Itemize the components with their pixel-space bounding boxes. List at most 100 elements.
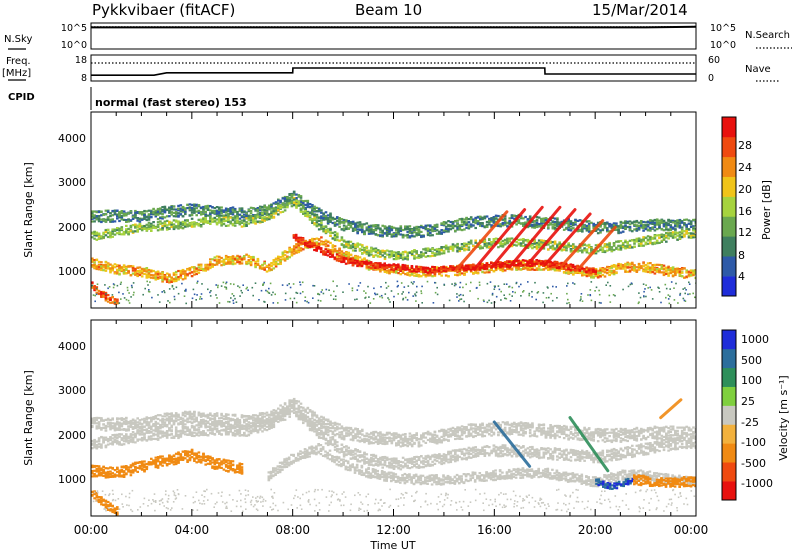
power-cell-1268 bbox=[533, 220, 536, 223]
power-cell-7 bbox=[93, 210, 96, 213]
power-cell-1957 bbox=[190, 223, 194, 226]
power-cell-2363 bbox=[379, 255, 382, 258]
power-cell-3175 bbox=[134, 267, 137, 270]
power-cell-1235 bbox=[519, 222, 523, 225]
power-cell-1577 bbox=[642, 229, 645, 232]
power-cell-1123 bbox=[481, 218, 484, 221]
power-cell-4555 bbox=[674, 271, 677, 274]
power-cell-1371 bbox=[567, 226, 570, 229]
power-cell-1568 bbox=[640, 226, 643, 229]
power-cell-3597 bbox=[299, 243, 303, 246]
power-cell-292 bbox=[193, 211, 196, 214]
power-cell-2881 bbox=[617, 244, 620, 247]
power-cell-954 bbox=[422, 235, 425, 238]
power-cell-1500 bbox=[615, 228, 618, 231]
power-cell-1173 bbox=[499, 223, 502, 226]
power-cell-2266 bbox=[333, 231, 337, 234]
power-cell-4398 bbox=[615, 264, 618, 268]
power-cell-4734 bbox=[360, 265, 364, 268]
power-cell-1370 bbox=[567, 228, 570, 232]
power-cell-2297 bbox=[349, 240, 353, 243]
power-cell-3691 bbox=[338, 247, 341, 250]
power-cell-1666 bbox=[671, 227, 675, 230]
power-cell-2875 bbox=[615, 246, 618, 249]
power-cell-1878 bbox=[156, 221, 160, 224]
power-cell-3983 bbox=[454, 269, 457, 273]
power-cell-3405 bbox=[224, 257, 228, 260]
power-cell-3276 bbox=[172, 273, 176, 276]
power-cell-1191 bbox=[503, 219, 507, 222]
power-cell-102 bbox=[125, 220, 128, 223]
power-cell-3582 bbox=[295, 251, 298, 254]
power-cell-974 bbox=[429, 229, 432, 232]
power-cell-3246 bbox=[161, 277, 164, 280]
power-cell-3524 bbox=[274, 263, 278, 266]
power-cell-3000 bbox=[669, 234, 673, 237]
power-cell-4727 bbox=[356, 260, 359, 263]
power-cell-3469 bbox=[249, 264, 253, 267]
power-cell-203 bbox=[161, 206, 164, 209]
power-cell-236 bbox=[174, 212, 178, 215]
power-cell-559 bbox=[283, 200, 287, 203]
power-cell-2092 bbox=[256, 216, 260, 219]
power-cell-1360 bbox=[562, 228, 566, 231]
power-cell-3234 bbox=[156, 276, 160, 279]
power-cell-2859 bbox=[608, 241, 611, 245]
power-cell-1612 bbox=[653, 223, 657, 226]
power-cell-4481 bbox=[649, 262, 652, 265]
power-cell-3182 bbox=[136, 266, 139, 269]
power-cell-2410 bbox=[401, 251, 405, 254]
power-cell-432 bbox=[240, 207, 244, 210]
power-cell-1946 bbox=[186, 223, 189, 226]
power-cell-4438 bbox=[631, 266, 634, 269]
power-cell-2999 bbox=[669, 232, 673, 235]
power-cell-2733 bbox=[551, 244, 555, 247]
power-cell-1758 bbox=[102, 231, 105, 234]
power-cell-1175 bbox=[499, 225, 502, 228]
power-cell-2562 bbox=[474, 239, 477, 242]
power-cell-1655 bbox=[669, 229, 673, 232]
power-cell-2872 bbox=[612, 244, 616, 247]
power-cell-93 bbox=[122, 214, 126, 217]
power-cell-1092 bbox=[469, 223, 473, 226]
power-cell-1077 bbox=[465, 221, 468, 224]
power-cell-4935 bbox=[471, 264, 475, 267]
power-cell-1111 bbox=[479, 217, 482, 220]
power-cell-1883 bbox=[156, 225, 160, 228]
power-cell-4226 bbox=[549, 266, 552, 269]
power-cell-4636 bbox=[306, 244, 309, 248]
power-cell-2579 bbox=[481, 246, 484, 249]
power-cell-3497 bbox=[263, 266, 266, 269]
power-cell-2358 bbox=[376, 249, 380, 252]
power-cell-2816 bbox=[587, 243, 591, 246]
power-cell-2009 bbox=[215, 221, 219, 224]
power-cell-4561 bbox=[676, 268, 679, 271]
power-cell-1196 bbox=[506, 221, 509, 224]
power-cell-1098 bbox=[474, 219, 477, 222]
power-cell-1063 bbox=[460, 218, 464, 221]
power-cell-3262 bbox=[168, 281, 171, 284]
power-cell-1816 bbox=[129, 224, 133, 227]
power-cell-4294 bbox=[576, 270, 580, 274]
power-cell-4377 bbox=[608, 269, 611, 272]
power-cell-1183 bbox=[501, 222, 505, 225]
power-cell-2665 bbox=[522, 238, 525, 241]
power-cell-4897 bbox=[451, 266, 455, 269]
freq-left-tick-top: 18 bbox=[75, 55, 87, 66]
power-cell-1420 bbox=[585, 224, 589, 227]
power-cell-3568 bbox=[290, 250, 294, 253]
power-cell-859 bbox=[388, 230, 391, 233]
power-cell-1461 bbox=[599, 231, 602, 234]
power-cell-3689 bbox=[338, 251, 341, 255]
power-cell-4840 bbox=[422, 271, 425, 274]
power-cell-4221 bbox=[547, 268, 550, 271]
power-cell-409 bbox=[233, 215, 237, 218]
power-cell-3967 bbox=[447, 275, 450, 278]
power-cell-293 bbox=[193, 204, 196, 207]
power-cell-1102 bbox=[474, 216, 477, 219]
power-cell-1116 bbox=[479, 224, 482, 227]
power-cell-4617 bbox=[294, 239, 298, 242]
power-cell-1841 bbox=[138, 227, 142, 230]
power-cell-617 bbox=[304, 206, 307, 209]
power-cell-349 bbox=[213, 210, 217, 213]
